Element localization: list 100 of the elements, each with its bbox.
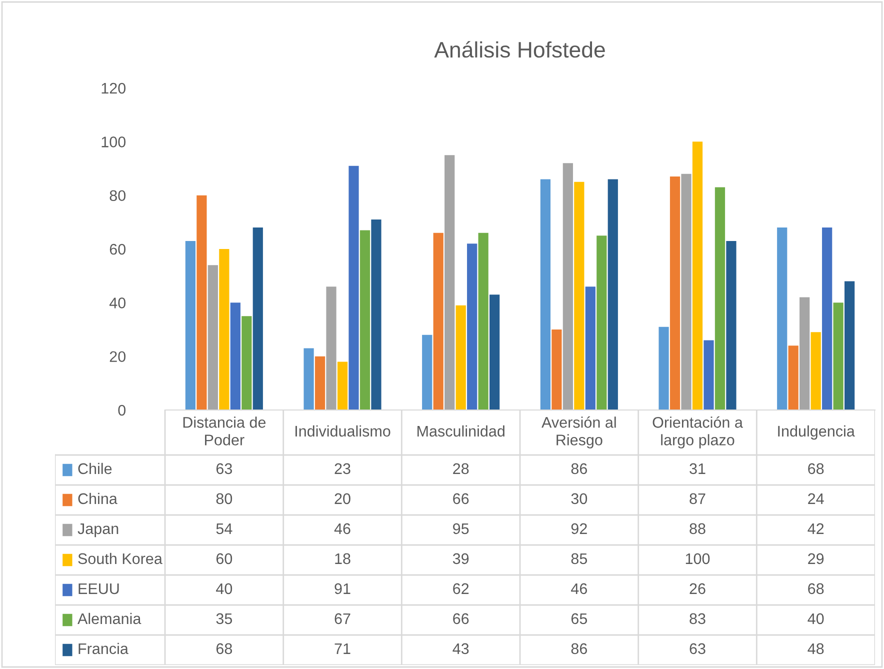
- chart-title: Análisis Hofstede: [434, 41, 605, 58]
- data-label: 66: [453, 613, 469, 624]
- bar: [714, 187, 726, 410]
- data-label: 48: [808, 643, 824, 654]
- x-tick-label: Aversión al Riesgo: [542, 416, 616, 448]
- legend-label: South Korea: [78, 552, 162, 564]
- bar: [360, 230, 370, 410]
- bar: [371, 219, 382, 410]
- data-label: 63: [690, 643, 706, 654]
- data-label: 65: [571, 613, 588, 624]
- data-label: 85: [571, 553, 588, 564]
- bar: [608, 179, 618, 410]
- legend-label: Japan: [78, 523, 118, 538]
- bar: [242, 316, 252, 410]
- bar: [219, 249, 230, 410]
- y-tick-label: 0: [118, 404, 126, 416]
- data-label: 100: [686, 553, 710, 564]
- data-label: 42: [808, 523, 824, 534]
- bar: [658, 326, 669, 410]
- legend-label: Chile: [78, 462, 112, 474]
- data-label: 86: [571, 643, 587, 654]
- data-label: 68: [808, 583, 824, 594]
- data-label: 40: [808, 613, 824, 624]
- data-label: 86: [571, 463, 587, 474]
- bar: [670, 176, 680, 410]
- data-label: 91: [334, 583, 350, 594]
- data-label: 87: [690, 493, 706, 504]
- x-tick-label: Indulgencia: [778, 425, 855, 440]
- bar: [326, 286, 336, 410]
- bar: [596, 236, 607, 410]
- data-label: 67: [334, 613, 350, 624]
- bar: [692, 142, 703, 410]
- data-label: 43: [452, 643, 469, 654]
- y-tick-label: 60: [110, 244, 126, 255]
- data-label: 26: [690, 583, 706, 594]
- x-tick-label: Individualismo: [296, 425, 390, 437]
- y-tick-label: 80: [110, 190, 126, 202]
- data-label: 20: [334, 493, 350, 504]
- x-tick-label: Distancia de Poder: [183, 416, 266, 446]
- bar: [490, 294, 500, 410]
- bar: [822, 228, 832, 410]
- bar: [230, 302, 240, 410]
- data-label: 30: [571, 493, 588, 504]
- data-label: 31: [690, 463, 706, 474]
- y-tick-label: 40: [109, 298, 126, 308]
- bar: [585, 286, 596, 410]
- bar: [252, 228, 263, 410]
- bar: [444, 155, 455, 410]
- data-label: 46: [334, 523, 350, 534]
- data-label: 66: [453, 493, 469, 504]
- y-tick-label: 100: [102, 136, 126, 148]
- data-label: 63: [216, 463, 232, 474]
- bar: [681, 174, 692, 410]
- data-label: 46: [571, 583, 587, 594]
- bar: [456, 305, 466, 410]
- x-tick-label: Masculinidad: [418, 425, 504, 437]
- bar: [208, 265, 218, 410]
- data-label: 28: [453, 463, 469, 474]
- data-label: 80: [216, 493, 232, 504]
- data-label: 71: [334, 643, 350, 654]
- bar: [810, 332, 821, 410]
- bar: [304, 348, 314, 410]
- data-label: 24: [808, 493, 824, 504]
- data-label: 39: [452, 553, 469, 564]
- bar: [552, 330, 562, 410]
- data-label: 92: [571, 523, 587, 534]
- bar: [348, 166, 359, 410]
- legend-label: Alemania: [78, 612, 142, 624]
- bar: [777, 228, 788, 410]
- legend-label: China: [78, 492, 118, 504]
- data-label: 18: [335, 553, 350, 564]
- data-label: 68: [808, 463, 824, 474]
- bar: [844, 281, 855, 410]
- data-label: 68: [216, 643, 232, 654]
- bar: [314, 356, 326, 410]
- data-label: 29: [808, 553, 824, 564]
- legend-label: Francia: [78, 642, 128, 654]
- bar: [800, 297, 810, 410]
- bar: [726, 240, 736, 410]
- data-label: 88: [690, 523, 706, 534]
- bar: [788, 346, 798, 410]
- data-label: 62: [453, 583, 469, 594]
- data-label: 60: [216, 553, 232, 564]
- bar: [196, 195, 207, 410]
- x-tick-label: Orientación a largo plazo: [652, 416, 743, 448]
- bar: [540, 179, 550, 410]
- bar: [337, 362, 348, 410]
- y-tick-label: 20: [110, 351, 126, 362]
- bar: [704, 340, 714, 410]
- data-label: 95: [453, 523, 469, 534]
- bar: [433, 232, 444, 410]
- bar: [562, 163, 573, 410]
- data-label: 35: [216, 613, 232, 624]
- bar: [574, 182, 584, 410]
- y-tick-label: 120: [102, 82, 126, 94]
- data-label: 54: [216, 523, 232, 534]
- bar: [422, 334, 432, 410]
- bar: [478, 232, 488, 410]
- legend-label: EEUU: [78, 583, 119, 594]
- bar: [467, 244, 478, 410]
